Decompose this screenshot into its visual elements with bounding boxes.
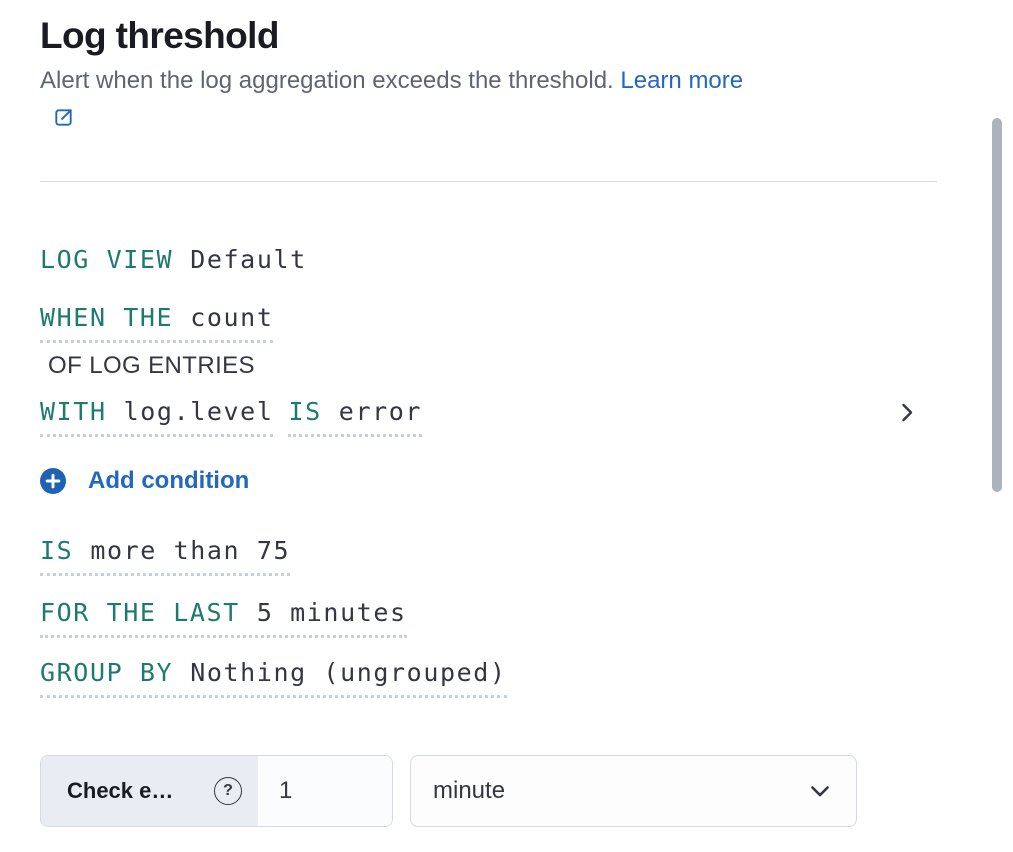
interval-value-input[interactable] — [258, 756, 392, 826]
log-view-value: Default — [190, 245, 307, 274]
log-view-expression: LOG VIEW Default — [40, 246, 937, 273]
log-view-keyword: LOG VIEW — [40, 245, 174, 274]
interval-unit-value: minute — [433, 777, 506, 804]
group-by-expression[interactable]: GROUP BY Nothing (ungrouped) — [40, 659, 507, 698]
aggregation-expression[interactable]: WHEN THE count — [40, 303, 274, 343]
learn-more-link[interactable]: Learn more — [620, 67, 744, 94]
page-title: Log threshold — [40, 15, 279, 56]
with-keyword: WITH — [40, 397, 107, 426]
time-window-value: 5 minutes — [256, 598, 407, 627]
aggregation-expression-row: WHEN THE count — [40, 304, 937, 343]
chevron-right-icon[interactable] — [895, 400, 919, 424]
group-by-value: Nothing (ungrouped) — [190, 658, 507, 687]
for-the-last-keyword: FOR THE LAST — [40, 598, 240, 627]
criterion-field-expression[interactable]: WITH log.level — [40, 397, 274, 437]
threshold-expression[interactable]: IS more than 75 — [40, 536, 291, 576]
time-window-expression[interactable]: FOR THE LAST 5 minutes — [40, 599, 407, 638]
question-mark-icon[interactable]: ? — [214, 777, 242, 805]
criterion-row: WITH log.level IS error — [40, 398, 937, 437]
vertical-scrollbar-thumb[interactable] — [992, 118, 1002, 492]
add-condition-button[interactable]: Add condition — [40, 468, 937, 494]
interval-unit-select[interactable]: minute — [410, 755, 857, 827]
check-every-control: Check e… ? — [40, 755, 393, 827]
criterion-expressions: WITH log.level IS error — [40, 397, 423, 437]
section-divider — [40, 181, 937, 182]
is-keyword: IS — [288, 397, 322, 426]
criterion-comparator-value: error — [338, 397, 423, 426]
alert-expression: LOG VIEW Default WHEN THE count OF LOG E… — [40, 246, 937, 698]
check-every-prepend: Check e… ? — [41, 756, 258, 826]
when-the-keyword: WHEN THE — [40, 303, 174, 332]
threshold-expression-row: IS more than 75 — [40, 537, 937, 576]
plus-circle-icon — [40, 468, 66, 494]
group-by-expression-row: GROUP BY Nothing (ungrouped) — [40, 659, 937, 698]
check-every-label: Check e… — [67, 778, 174, 803]
of-log-entries-label: OF LOG ENTRIES — [48, 352, 255, 379]
rule-description-text: Alert when the log aggregation exceeds t… — [40, 67, 614, 94]
check-interval-row: Check e… ? minute — [40, 755, 937, 827]
chevron-down-icon — [806, 777, 834, 805]
time-window-expression-row: FOR THE LAST 5 minutes — [40, 599, 937, 638]
aggregation-value: count — [190, 303, 274, 332]
rule-description: Alert when the log aggregation exceeds t… — [40, 65, 937, 96]
add-condition-label: Add condition — [88, 467, 250, 494]
threshold-is-keyword: IS — [40, 536, 74, 565]
external-link-icon[interactable] — [52, 106, 75, 129]
criterion-field-value: log.level — [123, 397, 274, 426]
criterion-comparator-expression[interactable]: IS error — [288, 397, 423, 437]
group-by-keyword: GROUP BY — [40, 658, 174, 687]
threshold-value: more than 75 — [90, 536, 291, 565]
